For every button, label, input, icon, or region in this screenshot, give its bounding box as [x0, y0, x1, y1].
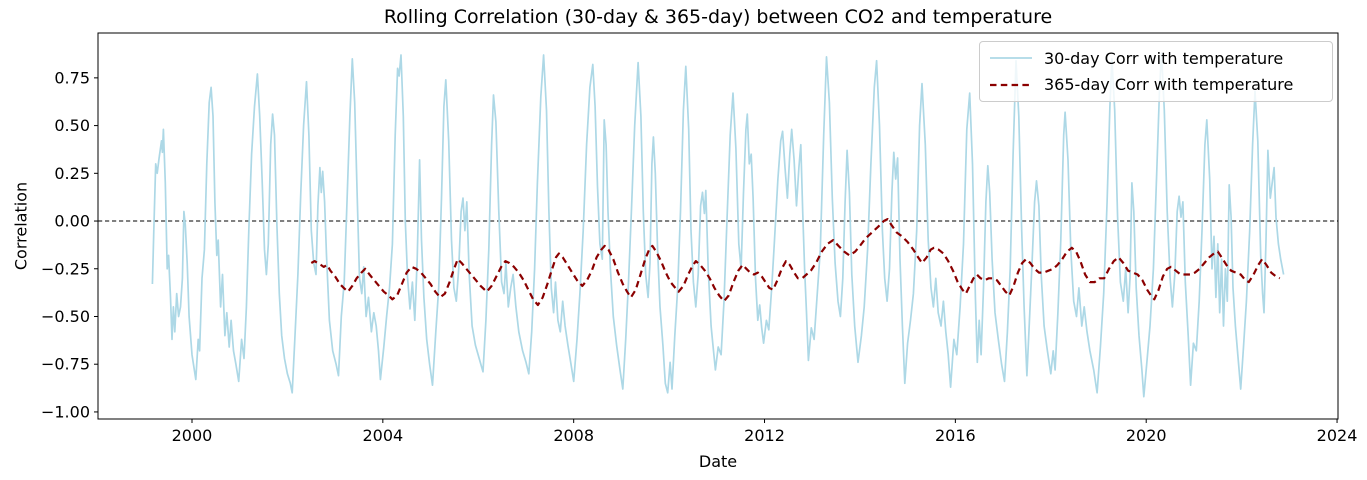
- legend-item-30day: 30-day Corr with temperature: [990, 45, 1322, 72]
- legend-line-30day-icon: [990, 57, 1032, 60]
- x-tick-label: 2024: [1317, 426, 1358, 445]
- y-tick-label: −0.50: [41, 307, 90, 326]
- x-tick-label: 2012: [744, 426, 785, 445]
- y-tick-label: −1.00: [41, 402, 90, 421]
- legend-line-365day-icon: [990, 83, 1032, 86]
- y-tick-label: −0.75: [41, 355, 90, 374]
- legend-label-365day: 365-day Corr with temperature: [1044, 75, 1294, 95]
- legend: 30-day Corr with temperature 365-day Cor…: [979, 41, 1333, 102]
- legend-item-365day: 365-day Corr with temperature: [990, 72, 1322, 99]
- x-tick-label: 2016: [935, 426, 976, 445]
- series-line-0: [151, 52, 1285, 398]
- y-axis-label: Correlation: [11, 181, 31, 271]
- legend-label-30day: 30-day Corr with temperature: [1044, 48, 1284, 68]
- x-tick-label: 2004: [362, 426, 403, 445]
- y-tick-label: 0.00: [54, 212, 90, 231]
- x-axis-label: Date: [698, 452, 738, 471]
- x-tick-label: 2020: [1126, 426, 1167, 445]
- chart-title: Rolling Correlation (30-day & 365-day) b…: [383, 6, 1053, 28]
- x-tick-label: 2000: [172, 426, 213, 445]
- y-tick-label: 0.75: [54, 68, 90, 87]
- x-tick-label: 2008: [553, 426, 594, 445]
- y-tick-label: 0.25: [54, 164, 90, 183]
- y-tick-label: 0.50: [54, 116, 90, 135]
- series-line-1: [310, 218, 1281, 307]
- axes-frame: [97, 32, 1339, 420]
- y-tick-label: −0.25: [41, 259, 90, 278]
